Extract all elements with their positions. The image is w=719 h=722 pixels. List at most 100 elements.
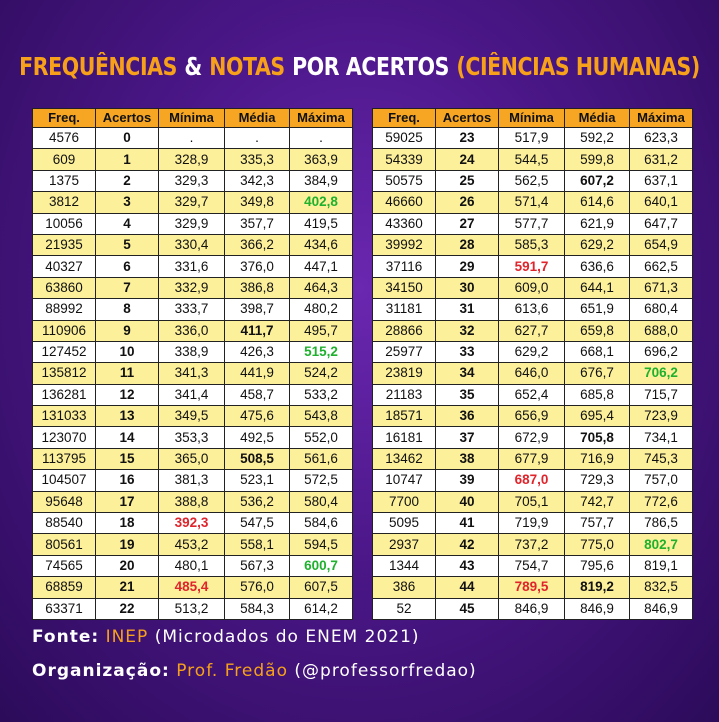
table-cell: 50575 [372, 169, 436, 193]
table-cell: 745,3 [629, 447, 693, 471]
table-cell: 13462 [372, 447, 436, 471]
organization-value: Prof. Fredão [176, 661, 288, 681]
table-row: 63860 7 332,9 386,8 464,3 [32, 276, 353, 300]
table-cell: 646,0 [498, 362, 565, 385]
table-cell: 7700 [372, 490, 436, 514]
table-cell: 63371 [32, 597, 96, 620]
table-cell: 584,3 [224, 597, 290, 620]
table-cell: 28866 [372, 319, 436, 342]
table-cell: 672,9 [498, 426, 565, 449]
table-cell: 384,9 [289, 169, 353, 193]
table-cell: 585,3 [498, 233, 565, 257]
table-cell: 434,6 [289, 233, 353, 257]
table-row: 136281 12 341,4 458,7 533,2 [32, 383, 353, 407]
table-cell: 398,7 [224, 298, 290, 321]
table-cell: 113795 [32, 447, 96, 471]
table-cell: 3 [95, 191, 159, 214]
column-header: Média [564, 108, 630, 128]
table-cell: 1344 [372, 554, 436, 578]
table-cell: 480,1 [158, 554, 225, 578]
table-cell: 38 [435, 447, 499, 471]
table-cell: 441,9 [224, 362, 290, 385]
table-cell: 1 [95, 148, 159, 171]
table-cell: 0 [95, 126, 159, 150]
table-cell: 331,6 [158, 255, 225, 278]
source-label: Fonte: [32, 627, 100, 647]
column-header: Mínima [498, 108, 565, 128]
table-cell: 37 [435, 426, 499, 449]
table-cell: 609,0 [498, 276, 565, 300]
table-cell: 654,9 [629, 233, 693, 257]
source-note: (Microdados do ENEM 2021) [154, 627, 420, 647]
table-cell: 28 [435, 233, 499, 257]
table-cell: 659,8 [564, 319, 630, 342]
table-cell: 36 [435, 405, 499, 428]
table-row: 135812 11 341,3 441,9 524,2 [32, 362, 353, 385]
table-cell: 29 [435, 255, 499, 278]
table-cell: 523,1 [224, 469, 290, 492]
table-cell: 819,1 [629, 554, 693, 578]
table-cell: 513,2 [158, 597, 225, 620]
title-part: & [184, 52, 202, 81]
table-cell: 386,8 [224, 276, 290, 300]
table-cell: 10747 [372, 469, 436, 492]
table-cell: 458,7 [224, 383, 290, 407]
table-cell: 127452 [32, 340, 96, 364]
table-cell: 562,5 [498, 169, 565, 193]
table-cell: 614,6 [564, 191, 630, 214]
table-cell: 547,5 [224, 512, 290, 535]
table-cell: 447,1 [289, 255, 353, 278]
table-cell: 88540 [32, 512, 96, 535]
table-cell: 3812 [32, 191, 96, 214]
table-cell: 662,5 [629, 255, 693, 278]
table-cell: 495,7 [289, 319, 353, 342]
table-row: 10056 4 329,9 357,7 419,5 [32, 212, 353, 235]
table-row: 1375 2 329,3 342,3 384,9 [32, 169, 353, 193]
table-cell: . [289, 126, 353, 150]
table-cell: 5 [95, 233, 159, 257]
table-cell: 846,9 [564, 597, 630, 620]
table-cell: 39 [435, 469, 499, 492]
table-cell: 543,8 [289, 405, 353, 428]
table-cell: 21935 [32, 233, 96, 257]
table-cell: 13 [95, 405, 159, 428]
table-cell: 332,9 [158, 276, 225, 300]
data-table: Freq. Acertos Mínima Média Máxima 4576 0... 609… [32, 108, 353, 620]
table-cell: 772,6 [629, 490, 693, 514]
table-cell: 580,4 [289, 490, 353, 514]
table-cell: 135812 [32, 362, 96, 385]
table-cell: 26 [435, 191, 499, 214]
table-cell: 80561 [32, 533, 96, 556]
table-cell: 104507 [32, 469, 96, 492]
table-row: 74565 20 480,1 567,3 600,7 [32, 554, 353, 578]
table-cell: 16181 [372, 426, 436, 449]
title-part: NOTAS [209, 52, 285, 81]
table-cell: 464,3 [289, 276, 353, 300]
table-cell: 647,7 [629, 212, 693, 235]
table-cell: 629,2 [498, 340, 565, 364]
table-row: 63371 22 513,2 584,3 614,2 [32, 597, 353, 620]
table-cell: 366,2 [224, 233, 290, 257]
table-cell: 59025 [372, 126, 436, 150]
table-cell: 592,2 [564, 126, 630, 150]
table-cell: 7 [95, 276, 159, 300]
table-cell: 11 [95, 362, 159, 385]
table-cell: 475,6 [224, 405, 290, 428]
table-cell: 533,2 [289, 383, 353, 407]
source-value: INEP [105, 627, 149, 647]
table-row: 80561 19 453,2 558,1 594,5 [32, 533, 353, 556]
column-header: Acertos [435, 108, 499, 128]
title-part: (CIÊNCIAS HUMANAS) [456, 52, 700, 81]
table-cell: 591,7 [498, 255, 565, 278]
column-header: Mínima [158, 108, 225, 128]
table-cell: 353,3 [158, 426, 225, 449]
table-cell: 627,7 [498, 319, 565, 342]
table-cell: 636,6 [564, 255, 630, 278]
table-cell: 328,9 [158, 148, 225, 171]
header-row: Freq. Acertos Mínima Média Máxima [32, 108, 353, 128]
table-row: 46660 26 571,4 614,6 640,1 [372, 191, 693, 214]
table-row: 28866 32 627,7 659,8 688,0 [372, 319, 693, 342]
table-row: 13462 38 677,9 716,9 745,3 [372, 447, 693, 471]
table-cell: 123070 [32, 426, 96, 449]
